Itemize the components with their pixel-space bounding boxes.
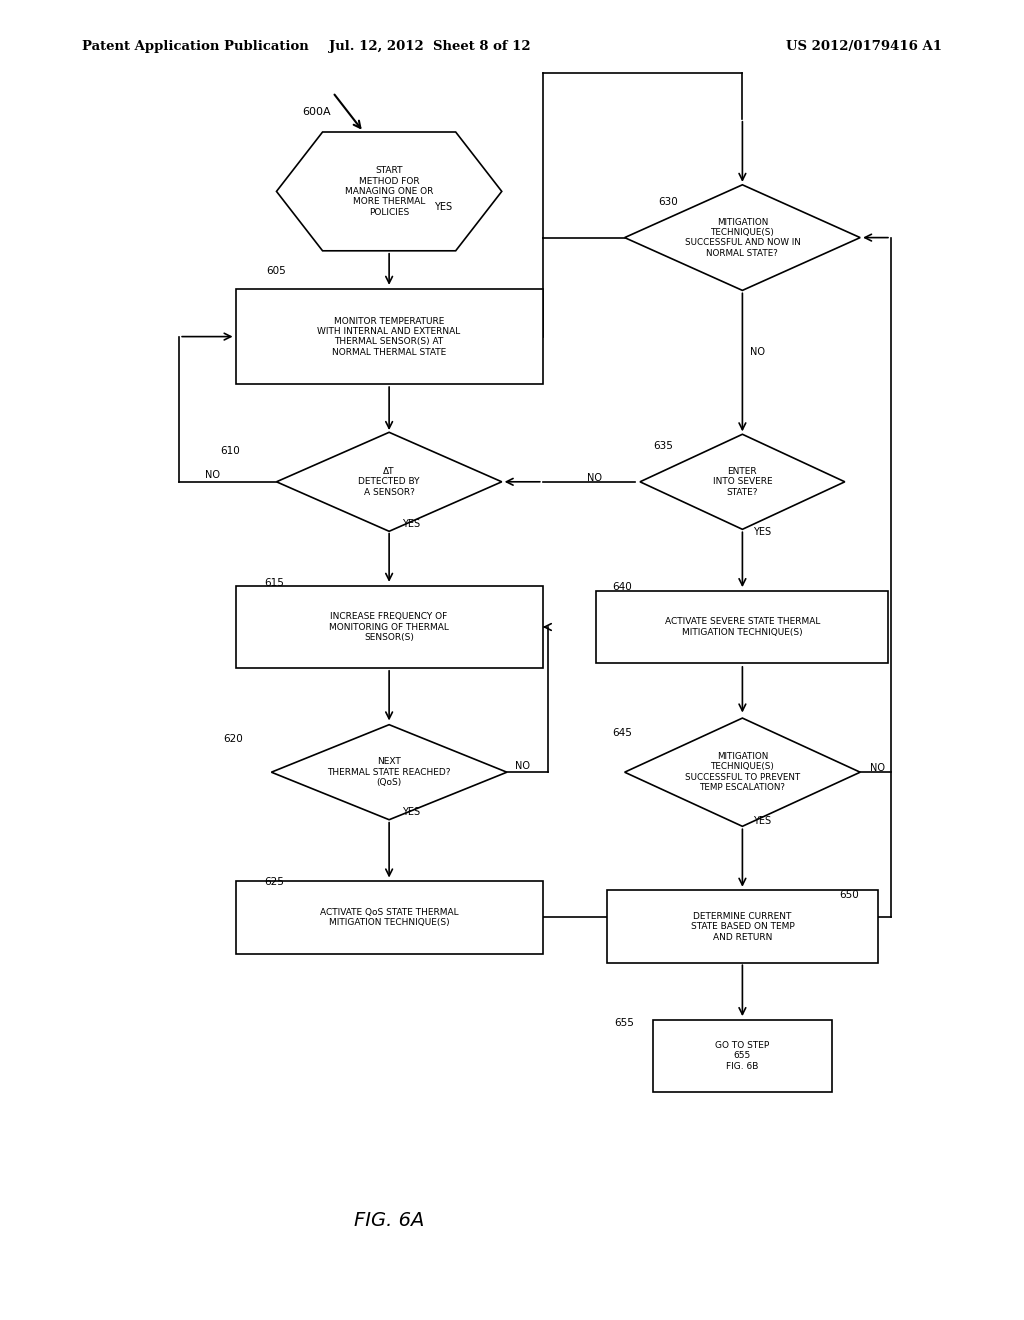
Text: 615: 615 [264, 578, 284, 589]
Text: ENTER
INTO SEVERE
STATE?: ENTER INTO SEVERE STATE? [713, 467, 772, 496]
Text: MONITOR TEMPERATURE
WITH INTERNAL AND EXTERNAL
THERMAL SENSOR(S) AT
NORMAL THERM: MONITOR TEMPERATURE WITH INTERNAL AND EX… [317, 317, 461, 356]
FancyBboxPatch shape [606, 891, 879, 964]
Text: NO: NO [870, 763, 886, 774]
Text: 650: 650 [840, 890, 859, 900]
Text: ACTIVATE QoS STATE THERMAL
MITIGATION TECHNIQUE(S): ACTIVATE QoS STATE THERMAL MITIGATION TE… [319, 908, 459, 927]
Polygon shape [271, 725, 507, 820]
Text: NEXT
THERMAL STATE REACHED?
(QoS): NEXT THERMAL STATE REACHED? (QoS) [328, 758, 451, 787]
Text: 640: 640 [612, 582, 632, 593]
Text: 655: 655 [614, 1018, 634, 1028]
Text: YES: YES [434, 202, 453, 213]
Text: NO: NO [587, 473, 602, 483]
FancyBboxPatch shape [236, 882, 543, 953]
Text: 645: 645 [612, 727, 632, 738]
FancyBboxPatch shape [236, 586, 543, 668]
Text: FIG. 6A: FIG. 6A [354, 1212, 424, 1230]
Text: 625: 625 [264, 876, 284, 887]
Polygon shape [276, 132, 502, 251]
Text: US 2012/0179416 A1: US 2012/0179416 A1 [786, 40, 942, 53]
Text: YES: YES [402, 807, 421, 817]
Text: START
METHOD FOR
MANAGING ONE OR
MORE THERMAL
POLICIES: START METHOD FOR MANAGING ONE OR MORE TH… [345, 166, 433, 216]
Text: 635: 635 [653, 441, 673, 451]
FancyBboxPatch shape [653, 1019, 831, 1093]
Text: 600A: 600A [302, 107, 331, 117]
Text: YES: YES [753, 816, 771, 826]
Text: ACTIVATE SEVERE STATE THERMAL
MITIGATION TECHNIQUE(S): ACTIVATE SEVERE STATE THERMAL MITIGATION… [665, 618, 820, 636]
FancyBboxPatch shape [236, 289, 543, 384]
Text: DETERMINE CURRENT
STATE BASED ON TEMP
AND RETURN: DETERMINE CURRENT STATE BASED ON TEMP AN… [690, 912, 795, 941]
Polygon shape [640, 434, 845, 529]
Polygon shape [625, 185, 860, 290]
Text: 610: 610 [220, 446, 240, 457]
FancyBboxPatch shape [596, 591, 888, 663]
Text: 620: 620 [223, 734, 243, 744]
Text: Patent Application Publication: Patent Application Publication [82, 40, 308, 53]
Text: 605: 605 [266, 265, 286, 276]
Polygon shape [625, 718, 860, 826]
Text: Jul. 12, 2012  Sheet 8 of 12: Jul. 12, 2012 Sheet 8 of 12 [330, 40, 530, 53]
Text: 630: 630 [658, 197, 678, 207]
Text: YES: YES [753, 527, 771, 537]
Text: NO: NO [515, 760, 530, 771]
Text: GO TO STEP
655
FIG. 6B: GO TO STEP 655 FIG. 6B [716, 1041, 769, 1071]
Text: NO: NO [205, 470, 220, 480]
Text: INCREASE FREQUENCY OF
MONITORING OF THERMAL
SENSOR(S): INCREASE FREQUENCY OF MONITORING OF THER… [329, 612, 450, 642]
Polygon shape [276, 433, 502, 531]
Text: MITIGATION
TECHNIQUE(S)
SUCCESSFUL AND NOW IN
NORMAL STATE?: MITIGATION TECHNIQUE(S) SUCCESSFUL AND N… [684, 218, 801, 257]
Text: NO: NO [750, 347, 765, 358]
Text: MITIGATION
TECHNIQUE(S)
SUCCESSFUL TO PREVENT
TEMP ESCALATION?: MITIGATION TECHNIQUE(S) SUCCESSFUL TO PR… [685, 752, 800, 792]
Text: YES: YES [402, 519, 421, 529]
Text: ΔT
DETECTED BY
A SENSOR?: ΔT DETECTED BY A SENSOR? [358, 467, 420, 496]
